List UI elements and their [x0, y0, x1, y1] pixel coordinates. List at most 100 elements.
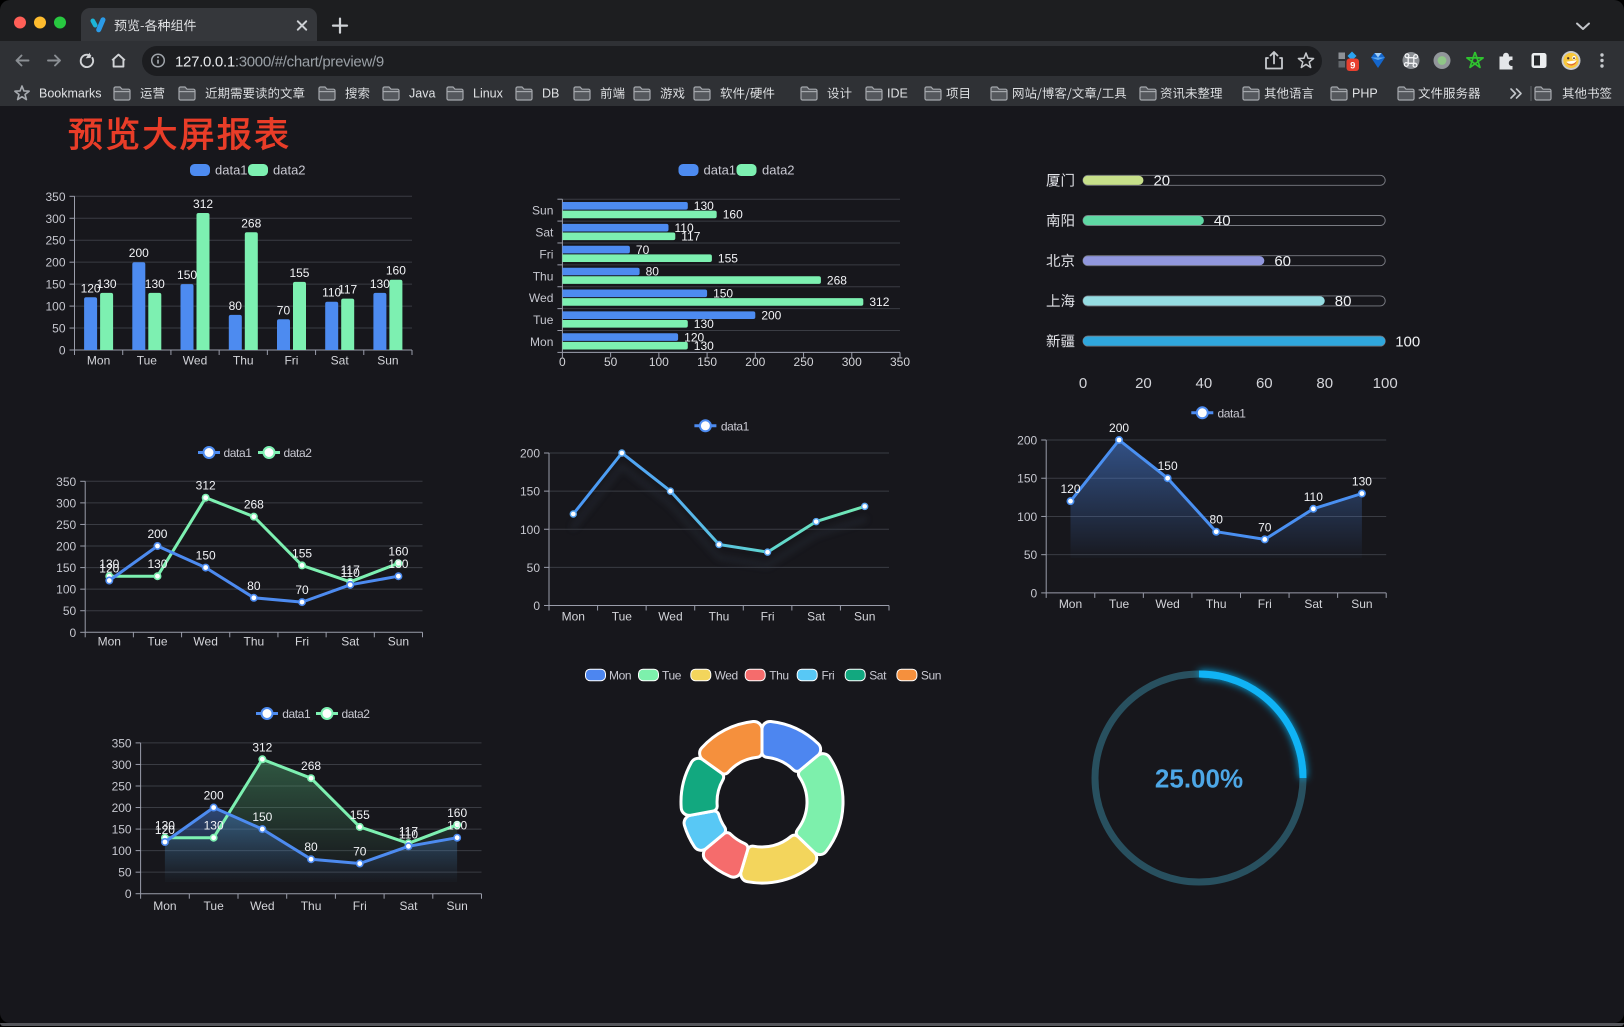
svg-text:Thu: Thu [301, 899, 322, 913]
svg-text:250: 250 [112, 779, 132, 793]
svg-text:130: 130 [204, 819, 224, 833]
svg-text:155: 155 [289, 266, 309, 280]
svg-text:130: 130 [145, 277, 165, 291]
svg-text:350: 350 [45, 190, 65, 204]
svg-text:150: 150 [112, 823, 132, 837]
svg-text:Wed: Wed [658, 610, 682, 624]
svg-text:80: 80 [229, 299, 243, 313]
svg-text:PHP: PHP [1352, 87, 1378, 101]
svg-text:150: 150 [697, 355, 717, 369]
svg-text:Mon: Mon [87, 354, 110, 368]
svg-text:130: 130 [99, 557, 119, 571]
svg-text:155: 155 [292, 546, 312, 560]
svg-text:data1: data1 [704, 163, 737, 178]
svg-text:70: 70 [353, 845, 367, 859]
svg-text:130: 130 [447, 819, 467, 833]
svg-text:Wed: Wed [193, 635, 217, 649]
svg-text:300: 300 [56, 496, 76, 510]
svg-text:50: 50 [527, 561, 541, 575]
svg-text:0: 0 [533, 599, 540, 613]
svg-text:250: 250 [45, 234, 65, 248]
svg-text:130: 130 [388, 557, 408, 571]
svg-text:data2: data2 [284, 446, 313, 460]
svg-text:Mon: Mon [153, 899, 176, 913]
svg-text:Sun: Sun [1351, 597, 1372, 611]
svg-text:200: 200 [204, 789, 224, 803]
svg-text:0: 0 [1079, 375, 1087, 392]
svg-text:Thu: Thu [709, 610, 730, 624]
svg-text:Sun: Sun [532, 204, 553, 218]
svg-text:120: 120 [81, 281, 101, 295]
svg-text:Wed: Wed [715, 669, 738, 683]
svg-text:Tue: Tue [204, 899, 225, 913]
svg-text:150: 150 [196, 549, 216, 563]
svg-text:data1: data1 [721, 419, 750, 433]
svg-text:Wed: Wed [1155, 597, 1179, 611]
svg-text:312: 312 [252, 740, 272, 754]
svg-text:20: 20 [1135, 375, 1152, 392]
svg-text:250: 250 [794, 355, 814, 369]
svg-text:200: 200 [129, 246, 149, 260]
svg-text:100: 100 [649, 355, 669, 369]
svg-text:50: 50 [118, 866, 132, 880]
svg-text:0: 0 [59, 344, 66, 358]
svg-text:130: 130 [147, 557, 167, 571]
svg-text:130: 130 [694, 199, 714, 213]
svg-text:250: 250 [56, 518, 76, 532]
svg-text:200: 200 [1017, 434, 1037, 448]
svg-text:120: 120 [684, 330, 704, 344]
svg-text:Sat: Sat [331, 354, 350, 368]
svg-text:350: 350 [112, 736, 132, 750]
svg-text:Sat: Sat [399, 899, 418, 913]
svg-text:Bookmarks: Bookmarks [39, 87, 102, 101]
svg-text:Tue: Tue [662, 669, 682, 683]
svg-text:Sun: Sun [854, 610, 875, 624]
svg-text:300: 300 [842, 355, 862, 369]
svg-text:268: 268 [827, 273, 847, 287]
svg-text:350: 350 [890, 355, 910, 369]
svg-text:80: 80 [304, 840, 318, 854]
svg-text:80: 80 [646, 265, 660, 279]
svg-text:120: 120 [1060, 482, 1080, 496]
svg-text:150: 150 [1017, 472, 1037, 486]
svg-text:110: 110 [341, 566, 360, 580]
svg-text:Sat: Sat [341, 635, 360, 649]
svg-text:Sat: Sat [535, 226, 554, 240]
svg-text:130: 130 [694, 339, 714, 353]
svg-text:Tue: Tue [612, 610, 633, 624]
svg-text:120: 120 [99, 562, 119, 576]
svg-text:80: 80 [1335, 293, 1352, 310]
svg-text:Fri: Fri [1258, 597, 1272, 611]
svg-text:Sat: Sat [1304, 597, 1323, 611]
svg-text:150: 150 [252, 810, 272, 824]
svg-text:Thu: Thu [533, 269, 554, 283]
svg-text:Sat: Sat [869, 669, 887, 683]
svg-text:data2: data2 [762, 163, 795, 178]
svg-text:268: 268 [301, 759, 321, 773]
svg-text:50: 50 [604, 355, 618, 369]
svg-text:117: 117 [338, 283, 357, 297]
svg-text:200: 200 [745, 355, 765, 369]
svg-text:40: 40 [1214, 213, 1231, 230]
svg-text:50: 50 [1024, 548, 1038, 562]
svg-text:Tue: Tue [147, 635, 168, 649]
svg-text:Sun: Sun [377, 354, 398, 368]
svg-text:Wed: Wed [529, 291, 553, 305]
svg-text:9: 9 [1350, 60, 1355, 71]
svg-text:130: 130 [97, 277, 117, 291]
svg-text:Mon: Mon [562, 610, 585, 624]
svg-text:130: 130 [694, 317, 714, 331]
svg-text:350: 350 [56, 475, 76, 489]
svg-text:160: 160 [386, 264, 406, 278]
svg-text:100: 100 [56, 583, 76, 597]
svg-text:268: 268 [244, 498, 264, 512]
svg-text:Sun: Sun [388, 635, 409, 649]
svg-text:130: 130 [1352, 475, 1372, 489]
svg-text:268: 268 [241, 216, 261, 230]
svg-text:Mon: Mon [530, 335, 553, 349]
svg-text:127.0.0.1:3000/#/chart/preview: 127.0.0.1:3000/#/chart/preview/9 [175, 53, 384, 70]
svg-text:80: 80 [247, 579, 261, 593]
svg-text:100: 100 [1017, 510, 1037, 524]
svg-text:155: 155 [718, 251, 738, 265]
svg-text:160: 160 [723, 208, 743, 222]
